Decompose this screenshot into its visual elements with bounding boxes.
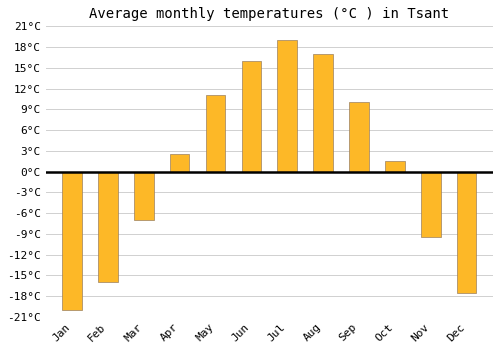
Bar	[134, 172, 154, 220]
Title: Average monthly temperatures (°C ) in Tsant: Average monthly temperatures (°C ) in Ts…	[89, 7, 450, 21]
Bar	[206, 96, 226, 172]
Bar	[421, 172, 440, 237]
Bar	[242, 61, 261, 172]
Bar	[457, 172, 476, 293]
Bar	[170, 154, 190, 172]
Bar	[349, 102, 369, 172]
Bar	[278, 40, 297, 172]
Bar	[98, 172, 117, 282]
Bar	[62, 172, 82, 310]
Bar	[314, 54, 333, 172]
Bar	[385, 161, 404, 172]
